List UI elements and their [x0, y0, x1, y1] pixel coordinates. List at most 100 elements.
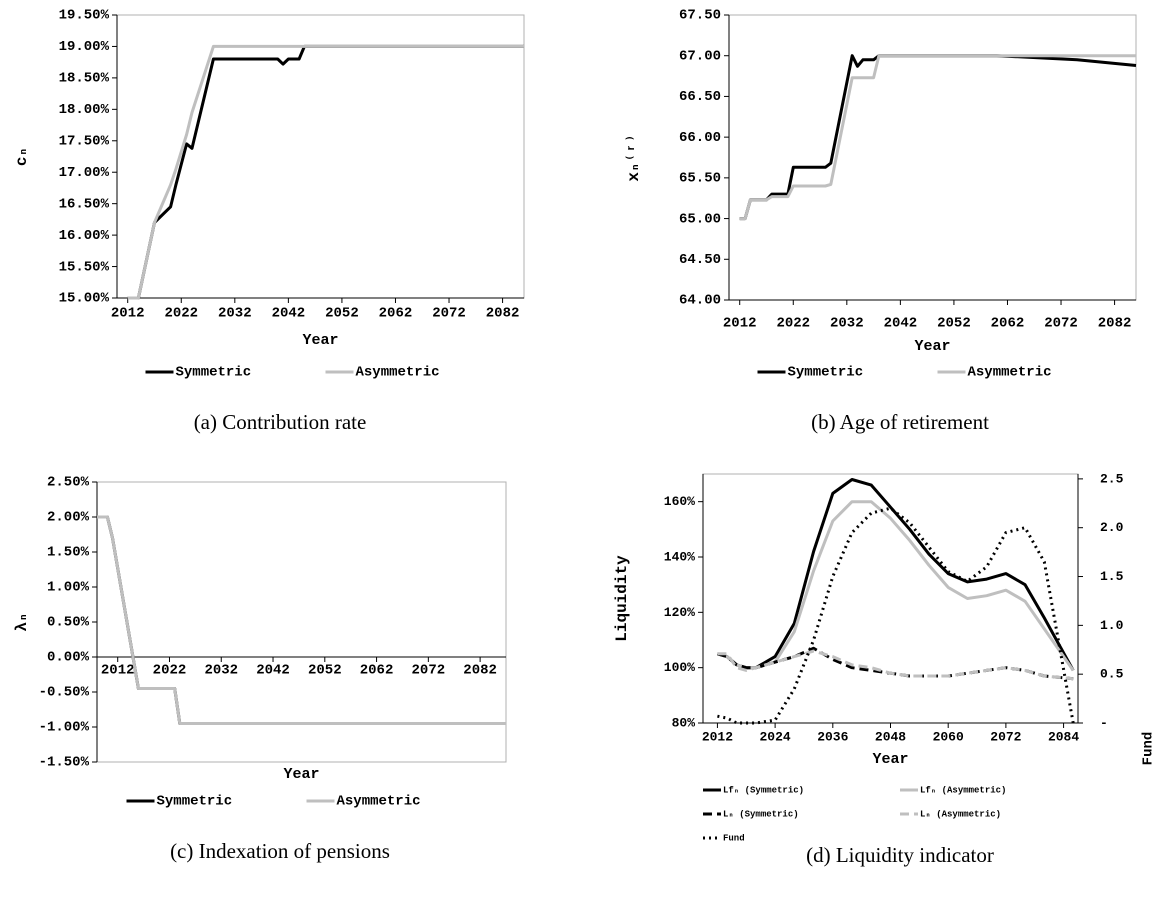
chart: 64.00 64.50 65.00 65.50 66.00 66.50 67.00 67.50… [625, 8, 1137, 434]
y2-axis-label: Fund [1141, 732, 1157, 766]
x-tick-label: 2072 [432, 306, 466, 322]
x-tick-label: 2012 [101, 663, 135, 679]
y-tick-label: -1.00% [39, 720, 90, 736]
x-tick-label: 2036 [817, 729, 848, 744]
x-tick-label: 2082 [1098, 316, 1132, 332]
y-tick-label: 19.00% [59, 39, 110, 55]
legend-label: Asymmetric [356, 365, 440, 381]
y-tick-label: -0.50% [39, 685, 90, 701]
x-tick-label: 2072 [990, 729, 1021, 744]
legend-label: Lfₙ (Symmetric) [723, 785, 804, 795]
legend-label: Symmetric [788, 365, 864, 381]
y-tick-label: 0.50% [47, 615, 90, 631]
x-tick-label: 2032 [218, 306, 252, 322]
x-tick-label: 2052 [308, 663, 342, 679]
plot-frame [116, 14, 525, 299]
y-tick-label: 100% [664, 660, 695, 675]
x-tick-label: 2012 [111, 306, 145, 322]
y-axis-label: cₙ [13, 147, 31, 166]
series-line [717, 506, 1075, 725]
y-tick-label: 17.00% [59, 165, 110, 181]
x-axis-label: Year [302, 332, 338, 349]
x-tick-label: 2022 [776, 316, 810, 332]
y2-tick-label: 1.0 [1100, 618, 1124, 633]
y-tick-label: 2.00% [47, 510, 90, 526]
y-tick-label: 1.50% [47, 545, 90, 561]
x-tick-label: 2012 [723, 316, 757, 332]
y-tick-label: 64.00 [679, 293, 721, 309]
y-tick-label: 18.50% [59, 71, 110, 87]
x-axis-label: Year [283, 766, 319, 783]
x-tick-label: 2022 [153, 663, 187, 679]
x-axis-label: Year [872, 751, 908, 768]
x-tick-label: 2042 [272, 306, 306, 322]
y-tick-label: 66.50 [679, 89, 721, 105]
legend-label: Symmetric [157, 794, 233, 810]
y-axis-label: xₙ⁽ʳ⁾ [625, 133, 643, 181]
y-tick-label: 18.00% [59, 102, 110, 118]
y-axis-label: Liquidity [613, 555, 631, 642]
x-tick-label: 2082 [463, 663, 497, 679]
series-line [716, 500, 1075, 672]
y-tick-label: -1.50% [39, 755, 90, 771]
series-line [739, 54, 1136, 221]
y-tick-label: 65.50 [679, 171, 721, 187]
y-tick-label: 2.50% [47, 475, 90, 491]
y-tick-label: 15.50% [59, 259, 110, 275]
series-line [716, 478, 1075, 672]
chart: -1.50% -1.00% -0.50% 0.00% 0.50% 1.00% 1.50% 2.… [13, 475, 507, 863]
x-tick-label: 2082 [486, 306, 520, 322]
y-tick-label: 67.50 [679, 8, 721, 24]
x-tick-label: 2052 [325, 306, 359, 322]
caption: (a) Contribution rate [194, 410, 367, 434]
series-line [127, 44, 524, 300]
y-tick-label: 15.00% [59, 291, 110, 307]
series-line [127, 44, 524, 300]
x-tick-label: 2048 [875, 729, 906, 744]
caption: (c) Indexation of pensions [170, 839, 390, 863]
y-tick-label: 64.50 [679, 252, 721, 268]
y-tick-label: 160% [664, 494, 695, 509]
y-tick-label: 67.00 [679, 48, 721, 64]
y2-tick-label: - [1100, 715, 1108, 730]
x-tick-label: 2062 [991, 316, 1025, 332]
x-tick-label: 2060 [933, 729, 964, 744]
legend-label: Asymmetric [337, 794, 421, 810]
legend-label: Fund [723, 833, 745, 843]
caption: (d) Liquidity indicator [806, 843, 994, 867]
y-axis-label: λₙ [13, 612, 31, 631]
x-tick-label: 2012 [702, 729, 733, 744]
y-tick-label: 65.00 [679, 211, 721, 227]
chart: 15.00% 15.50% 16.00% 16.50% 17.00% 17.50% 18.0… [13, 8, 525, 434]
series-line [717, 649, 1074, 681]
chart: 80% 100% 120% 140% 160% - 0.5 1.0 1.5 2.0 2.5 Fund 2… [613, 471, 1156, 866]
y2-tick-label: 0.5 [1100, 667, 1124, 682]
series-line [97, 515, 506, 725]
y-tick-label: 16.00% [59, 228, 110, 244]
y-tick-label: 16.50% [59, 196, 110, 212]
y-tick-label: 19.50% [59, 8, 110, 24]
x-tick-label: 2032 [830, 316, 864, 332]
series-line [97, 515, 506, 725]
x-tick-label: 2022 [164, 306, 198, 322]
y2-tick-label: 2.5 [1100, 471, 1124, 486]
y-tick-label: 140% [664, 549, 695, 564]
y2-tick-label: 1.5 [1100, 569, 1124, 584]
y-tick-label: 0.00% [47, 650, 90, 666]
legend-label: Symmetric [176, 365, 252, 381]
x-tick-label: 2042 [884, 316, 918, 332]
y-tick-label: 120% [664, 605, 695, 620]
legend-label: Lfₙ (Asymmetric) [920, 785, 1006, 795]
x-tick-label: 2072 [1044, 316, 1078, 332]
legend-label: Lₙ (Symmetric) [723, 809, 799, 819]
y-tick-label: 80% [672, 715, 696, 730]
x-tick-label: 2042 [256, 663, 290, 679]
x-tick-label: 2052 [937, 316, 971, 332]
y2-tick-label: 2.0 [1100, 520, 1124, 535]
plot-frame [728, 14, 1137, 301]
x-tick-label: 2024 [760, 729, 791, 744]
y-tick-label: 17.50% [59, 133, 110, 149]
y-tick-label: 1.00% [47, 580, 90, 596]
caption: (b) Age of retirement [811, 410, 989, 434]
